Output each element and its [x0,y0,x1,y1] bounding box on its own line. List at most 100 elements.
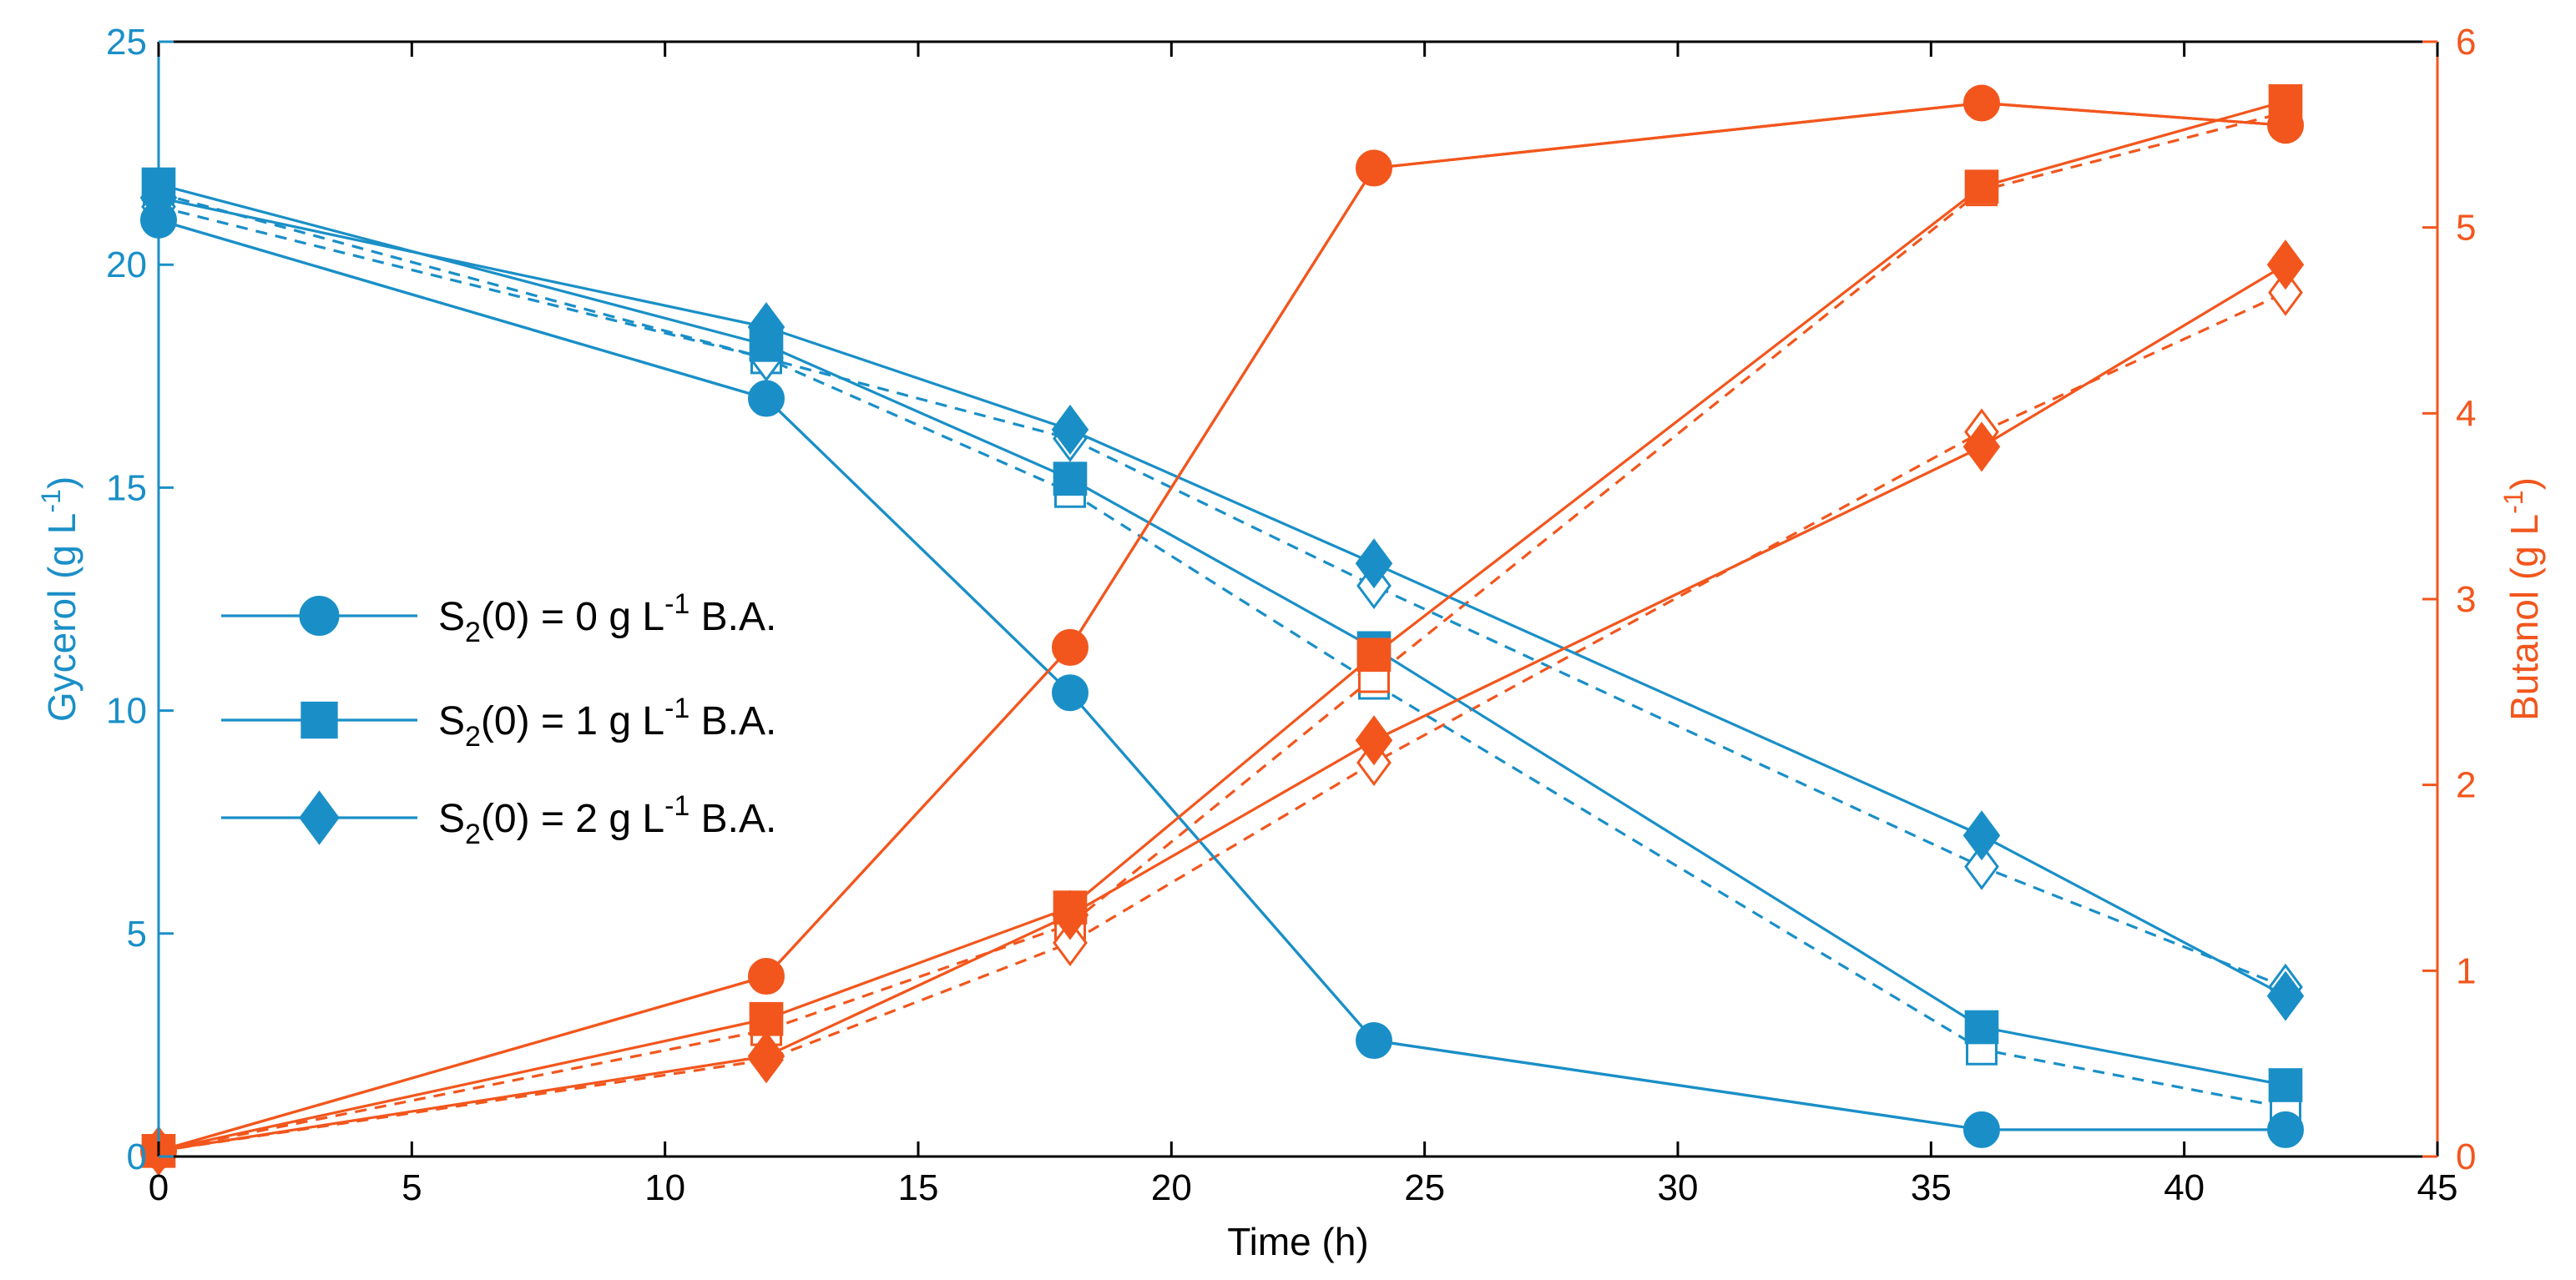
legend-marker-diamond [299,790,340,845]
legend-label-pre: S [438,797,465,841]
x-tick-label: 5 [402,1167,422,1208]
left-y-tick-label: 20 [106,244,147,285]
legend-label-tail: B.A. [689,595,776,639]
left-y-axis-title: Gycerol (g L-1) [36,476,83,722]
right-y-tick-label: 6 [2456,22,2476,63]
series-line [158,205,2286,989]
legend-label: S2(0) = 0 g L-1 B.A. [438,588,776,648]
right-y-axis-title-sup: -1 [2498,490,2528,513]
series-line [158,192,2286,1109]
data-point-diamond [2266,970,2305,1021]
data-point-circle [748,958,785,995]
series-line [158,219,2286,1131]
data-point-circle [1052,674,1088,712]
data-point-diamond [1964,843,1999,890]
right-y-tick-label: 4 [2456,393,2476,434]
x-axis-title: Time (h) [1227,1220,1369,1263]
legend-label-sup: -1 [664,588,689,620]
right-y-tick-label: 1 [2456,950,2476,991]
left-y-tick-label: 10 [106,691,147,732]
data-point-square [1964,169,1999,204]
right-y-axis-title: Butanol (g L-1) [2498,477,2546,721]
data-point-diamond [747,1031,785,1081]
legend-label-sub: 2 [465,617,481,648]
data-point-diamond [747,301,785,353]
data-point-circle [2267,1111,2304,1148]
right-y-axis-title-close: ) [2503,477,2546,490]
x-tick-label: 40 [2164,1167,2205,1208]
legend-label-sub: 2 [465,819,481,850]
data-point-square [1053,461,1088,496]
data-point-square [749,1001,784,1036]
legend-label-post: (0) = 1 g L [481,699,664,743]
x-tick-label: 30 [1658,1167,1699,1208]
right-y-axis-title-text: Butanol (g L [2503,514,2546,721]
left-y-axis-title-text: Gycerol (g L [40,513,83,723]
data-point-diamond [1962,421,2001,472]
legend-label: S2(0) = 2 g L-1 B.A. [438,790,776,850]
x-tick-label: 10 [644,1167,685,1208]
data-point-diamond [1355,715,1393,766]
data-point-diamond [1051,404,1089,455]
right-y-tick-label: 0 [2456,1136,2476,1177]
legend-label-sup: -1 [664,790,689,822]
data-point-square [2268,83,2303,118]
data-point-diamond [1355,538,1393,589]
left-y-axis-title-close: ) [40,476,83,489]
data-point-diamond [1962,810,2001,861]
legend-label-pre: S [438,699,465,743]
x-tick-label: 45 [2417,1167,2458,1208]
series-line [158,111,2286,1152]
data-point-circle [1963,1111,2000,1148]
data-point-square [1964,1010,1999,1045]
legend-label: S2(0) = 1 g L-1 B.A. [438,693,776,753]
legend-marker-circle [299,596,340,636]
right-y-tick-label: 3 [2456,579,2476,620]
legend-label-sup: -1 [664,693,689,724]
x-tick-label: 20 [1151,1167,1192,1208]
left-y-tick-label: 15 [106,467,147,508]
legend-label-tail: B.A. [689,699,776,743]
series-line [158,263,2286,1152]
series-glycerol-exp-0-g-l-b-a- [140,201,2304,1148]
data-point-square [2268,1068,2303,1102]
series-line [158,183,2286,1087]
x-tick-label: 25 [1404,1167,1445,1208]
legend-label-tail: B.A. [689,797,776,841]
legend: S2(0) = 0 g L-1 B.A.S2(0) = 1 g L-1 B.A.… [221,588,776,850]
right-y-tick-label: 5 [2456,208,2476,249]
legend-entry: S2(0) = 1 g L-1 B.A. [221,693,776,753]
series-line [158,99,2286,1152]
x-tick-label: 35 [1911,1167,1952,1208]
data-point-circle [1052,628,1088,666]
series-line [158,101,2286,1152]
series-line [158,291,2286,1152]
left-y-tick-label: 5 [127,914,147,955]
x-tick-label: 0 [149,1167,169,1208]
legend-entry: S2(0) = 0 g L-1 B.A. [221,588,776,648]
data-point-square [1356,637,1392,673]
data-point-circle [1356,1022,1392,1060]
left-y-tick-label: 25 [106,22,147,63]
data-point-circle [1963,84,2000,122]
series-butanol-exp-2-g-l-b-a- [139,239,2305,1177]
legend-entry: S2(0) = 2 g L-1 B.A. [221,790,776,850]
data-point-circle [748,380,785,417]
x-tick-label: 15 [898,1167,939,1208]
series-line [158,196,2286,998]
legend-label-post: (0) = 0 g L [481,595,664,639]
data-point-diamond [1051,889,1089,940]
data-point-circle [1356,149,1392,187]
legend-marker-square [301,701,338,739]
series-glycerol-exp-2-g-l-b-a- [139,173,2305,1021]
legend-label-sub: 2 [465,721,481,753]
data-point-diamond [2266,239,2305,290]
left-y-tick-label: 0 [127,1136,147,1177]
right-y-tick-label: 2 [2456,765,2476,806]
data-point-diamond [1053,919,1088,967]
legend-label-post: (0) = 2 g L [481,797,664,841]
left-y-axis-title-sup: -1 [36,489,66,512]
